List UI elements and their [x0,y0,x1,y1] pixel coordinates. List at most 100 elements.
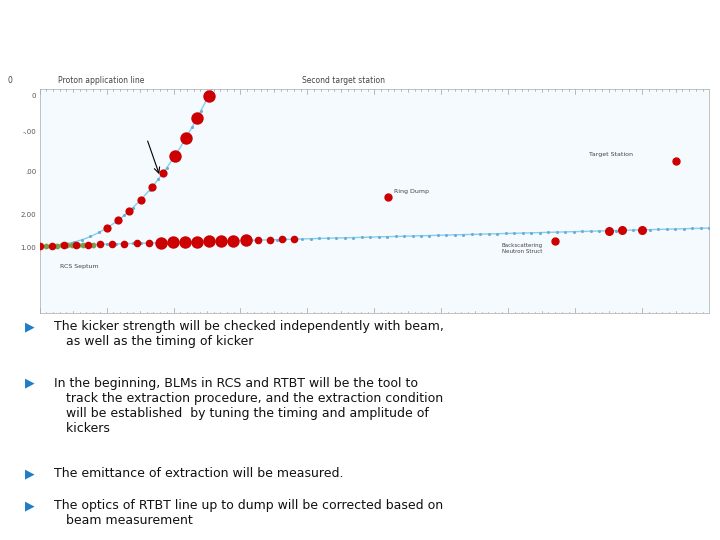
Point [85,240,96,249]
Point [119,239,130,248]
Point [93,240,104,249]
Point [214,67,225,76]
Point [517,229,528,238]
Point [225,41,237,50]
Point [135,195,146,204]
Point [382,192,394,201]
Point [229,33,240,42]
Point [158,168,169,177]
Point [263,235,274,244]
Point [348,233,359,242]
Point [364,233,376,241]
Point [703,224,715,232]
Point [297,234,308,243]
Point [58,241,70,249]
Point [72,241,84,249]
Point [143,239,154,247]
Point [661,225,672,233]
Point [313,234,325,243]
Point [70,241,81,249]
Text: -.00: -.00 [22,129,36,135]
Point [238,236,249,245]
Point [68,241,79,249]
Text: ▶: ▶ [25,499,35,512]
Point [204,237,215,246]
Point [119,211,130,220]
Point [686,224,698,233]
Point [678,225,690,233]
Point [220,237,232,245]
Point [40,241,52,250]
Point [500,229,511,238]
Point [61,241,73,249]
Point [101,224,112,232]
Point [34,242,45,251]
Point [42,241,54,250]
Point [559,227,571,236]
Point [466,230,477,239]
Point [252,236,264,245]
Point [161,238,173,247]
Point [407,232,418,240]
Point [627,226,639,234]
Point [135,239,147,247]
Point [82,240,94,249]
Point [670,157,682,165]
Point [34,242,45,251]
Text: .00: .00 [25,169,36,176]
Point [212,72,223,81]
Point [602,226,613,235]
Text: 散裂中子源: 散裂中子源 [663,13,713,31]
Text: ▶: ▶ [25,377,35,390]
Point [611,226,622,235]
Point [93,228,104,237]
Point [382,232,393,241]
Point [195,238,207,246]
Point [215,237,227,245]
Point [492,230,503,238]
Point [618,226,630,235]
Point [82,240,94,249]
Point [636,226,648,234]
Point [42,241,54,250]
Point [51,241,63,250]
Point [51,241,63,249]
Point [576,227,588,236]
Point [186,238,198,246]
Point [549,237,561,246]
Text: 0: 0 [7,76,12,85]
Text: ▶: ▶ [25,320,35,333]
Point [169,238,181,247]
Point [449,231,461,239]
Text: RCS Septum: RCS Septum [60,265,99,269]
Text: CHINESE ACADEMY OF SCIENCES: CHINESE ACADEMY OF SCIENCES [65,45,163,50]
Point [107,240,118,248]
Point [212,237,223,246]
Point [46,241,58,250]
Point [178,137,189,146]
Point [288,235,300,244]
Point [254,236,266,245]
Point [593,227,605,235]
Point [203,237,215,246]
Point [34,242,45,251]
Point [123,207,135,215]
Point [305,234,317,243]
Point [146,183,158,192]
Text: Backscattering
Neutron Struct: Backscattering Neutron Struct [501,243,542,254]
Point [568,227,580,236]
Point [192,113,203,122]
Point [77,240,89,249]
Point [390,232,401,241]
Point [76,235,88,244]
Point [330,234,342,242]
Point [432,231,444,240]
Point [551,228,562,237]
Point [68,238,79,247]
Point [59,240,71,248]
Point [186,123,198,131]
Point [127,204,138,212]
Text: In the beginning, BLMs in RCS and RTBT will be the tool to
   track the extracti: In the beginning, BLMs in RCS and RTBT w… [54,377,443,435]
Text: ▶: ▶ [25,468,35,481]
Point [652,225,664,234]
